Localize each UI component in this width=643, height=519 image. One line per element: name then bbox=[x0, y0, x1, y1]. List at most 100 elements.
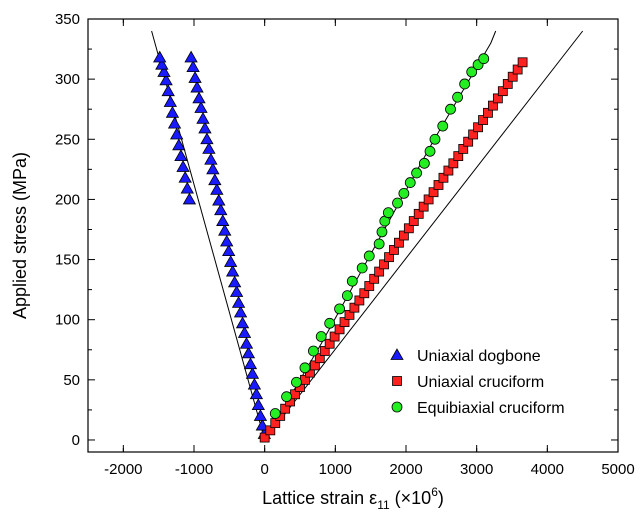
y-tick-label: 100 bbox=[55, 312, 80, 329]
data-point bbox=[404, 177, 416, 188]
x-tick-label: 3000 bbox=[460, 461, 493, 478]
data-point bbox=[403, 223, 414, 234]
data-point bbox=[180, 181, 194, 194]
data-point bbox=[374, 266, 385, 277]
x-axis-title-part: Lattice strain ε bbox=[262, 488, 377, 508]
data-point bbox=[194, 101, 208, 113]
data-point bbox=[269, 408, 281, 419]
y-tick-label: 200 bbox=[55, 191, 80, 208]
data-point bbox=[507, 71, 518, 82]
data-point bbox=[497, 86, 508, 97]
data-point bbox=[157, 65, 171, 77]
data-point bbox=[445, 103, 456, 115]
data-point bbox=[200, 132, 214, 145]
x-axis-title: Lattice strain ε11 (×106) bbox=[262, 485, 444, 512]
data-point bbox=[182, 192, 197, 205]
data-point bbox=[229, 285, 244, 297]
data-point bbox=[265, 425, 276, 436]
data-point bbox=[210, 182, 224, 195]
data-point bbox=[408, 216, 419, 226]
data-point bbox=[473, 122, 483, 133]
data-point bbox=[281, 391, 292, 403]
data-point bbox=[437, 120, 449, 132]
data-point bbox=[344, 309, 355, 320]
data-point bbox=[478, 115, 488, 125]
data-point bbox=[341, 290, 353, 302]
data-point bbox=[206, 162, 220, 175]
data-point bbox=[196, 112, 210, 124]
data-point bbox=[359, 288, 370, 299]
data-point bbox=[488, 100, 498, 111]
data-point bbox=[339, 317, 350, 328]
y-tick-label: 300 bbox=[55, 71, 80, 88]
y-tick-label: 0 bbox=[72, 432, 80, 449]
data-point bbox=[235, 316, 250, 329]
legend-label: Equibiaxial cruciform bbox=[417, 400, 565, 417]
data-point bbox=[216, 214, 230, 226]
data-point bbox=[186, 60, 200, 73]
data-point bbox=[280, 403, 291, 414]
y-axis-title: Applied stress (MPa) bbox=[10, 152, 30, 319]
data-point bbox=[459, 78, 471, 90]
data-point bbox=[259, 432, 270, 443]
data-point bbox=[468, 129, 479, 140]
series-triangle bbox=[153, 50, 272, 439]
data-point bbox=[249, 387, 264, 400]
data-point bbox=[382, 207, 394, 219]
data-point bbox=[334, 303, 345, 315]
data-point bbox=[225, 264, 240, 277]
data-point bbox=[356, 262, 368, 274]
data-point bbox=[369, 273, 380, 284]
data-point bbox=[411, 167, 423, 179]
data-point bbox=[418, 157, 430, 169]
x-tick-label: 1000 bbox=[319, 461, 352, 478]
x-tick-label: 0 bbox=[260, 461, 268, 478]
data-point bbox=[379, 259, 389, 270]
data-point bbox=[169, 127, 184, 140]
x-tick-label: 5000 bbox=[601, 461, 634, 478]
x-tick-label: 4000 bbox=[531, 461, 564, 478]
data-point bbox=[452, 91, 463, 103]
x-axis-title-part: 6 bbox=[431, 485, 438, 499]
data-point bbox=[163, 95, 178, 107]
data-point bbox=[202, 142, 216, 154]
data-point bbox=[184, 50, 198, 63]
data-point bbox=[466, 66, 478, 78]
data-point bbox=[222, 244, 236, 257]
data-point bbox=[433, 180, 444, 190]
data-point bbox=[423, 194, 434, 205]
data-point bbox=[198, 121, 212, 134]
data-point bbox=[253, 409, 268, 421]
data-point bbox=[161, 84, 175, 97]
data-point bbox=[502, 79, 513, 89]
x-tick-label: 2000 bbox=[389, 461, 422, 478]
data-point bbox=[349, 302, 360, 313]
data-point bbox=[315, 331, 327, 342]
data-point bbox=[438, 172, 449, 183]
data-point bbox=[176, 160, 190, 172]
data-point bbox=[458, 143, 469, 154]
data-point bbox=[214, 203, 228, 216]
data-point bbox=[314, 353, 325, 364]
x-axis-title-part: 11 bbox=[377, 498, 390, 512]
plot-area bbox=[151, 30, 584, 443]
data-point bbox=[299, 362, 311, 374]
data-point bbox=[329, 331, 340, 342]
data-point bbox=[231, 296, 246, 308]
plot-frame bbox=[87, 18, 619, 453]
data-point bbox=[165, 106, 180, 118]
data-point bbox=[218, 223, 232, 236]
data-point bbox=[324, 338, 335, 349]
y-tick-label: 350 bbox=[55, 11, 80, 28]
data-point bbox=[155, 57, 169, 70]
y-tick-label: 250 bbox=[55, 131, 80, 148]
data-point bbox=[492, 93, 503, 104]
data-point bbox=[453, 151, 464, 162]
data-point bbox=[373, 238, 385, 250]
data-point bbox=[204, 152, 218, 165]
legend-marker-circle bbox=[391, 401, 403, 413]
data-point bbox=[428, 187, 439, 198]
legend: Uniaxial dogbone Uniaxial cruciform Equibi… bbox=[390, 348, 565, 417]
legend-marker-square bbox=[392, 376, 402, 386]
